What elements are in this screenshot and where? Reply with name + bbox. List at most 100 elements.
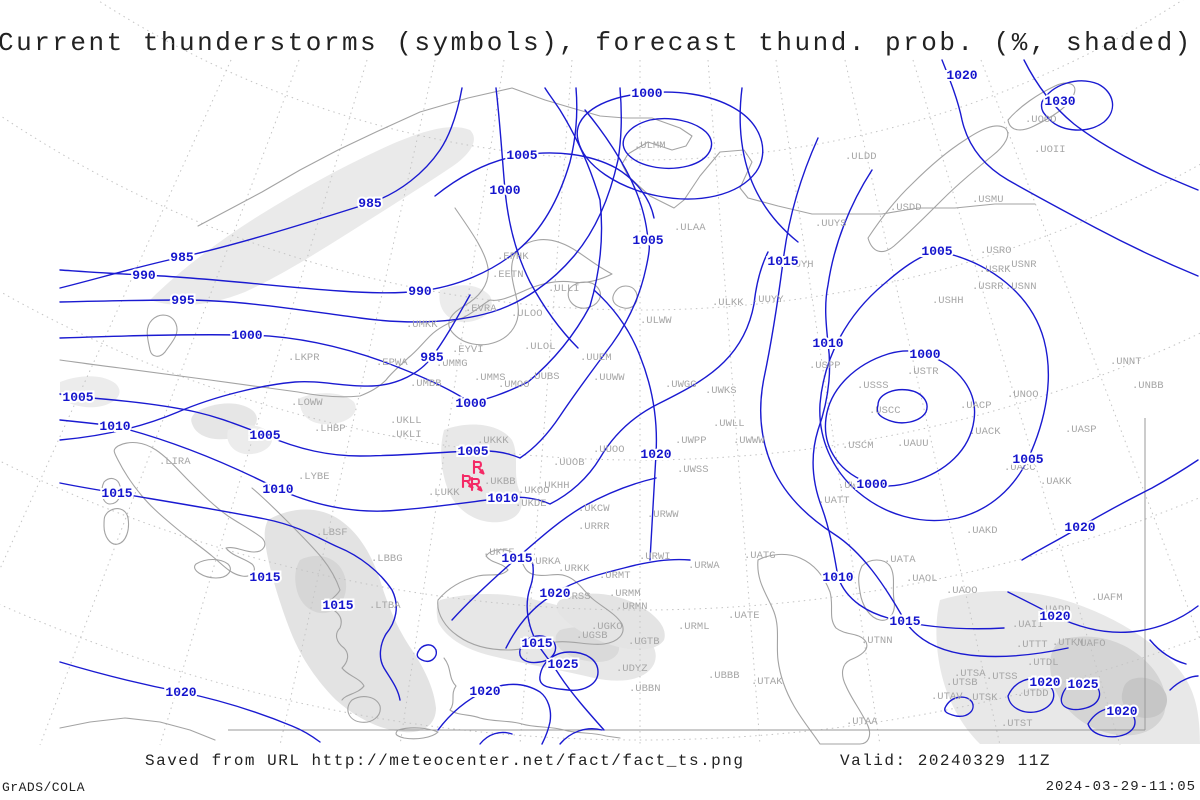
isobar-value-label: 1005 — [1012, 452, 1043, 467]
isobar-value-label: 1005 — [457, 444, 488, 459]
isobar-contour-minor — [416, 644, 437, 662]
station-label: .UACC — [1004, 462, 1036, 474]
station-label: .USTR — [907, 366, 939, 378]
station-label: .UACP — [960, 400, 992, 412]
station-label: .UKBB — [484, 476, 516, 488]
station-label: .UAFO — [1074, 638, 1106, 650]
isobar-value-label: 1000 — [856, 477, 887, 492]
station-label: .UAKK — [1040, 476, 1072, 488]
isobar-value-label: 1015 — [521, 636, 552, 651]
isobar-contour-990 — [59, 87, 578, 294]
station-label: .UOII — [1034, 144, 1066, 156]
station-label: .UTSA — [954, 668, 986, 680]
isobar-contour-1000 — [576, 91, 764, 200]
station-label: .UAUU — [897, 438, 929, 450]
isobar-contour-minor — [559, 728, 603, 745]
station-label: .UASP — [1065, 424, 1097, 436]
station-label: .UATT — [818, 495, 850, 507]
isobar-contour-1020 — [1007, 591, 1199, 634]
station-label: .UAOO — [946, 585, 978, 597]
station-label: .URSS — [559, 591, 591, 603]
isobar-value-label: 1015 — [249, 570, 280, 585]
station-label: .UKKK — [477, 435, 509, 447]
isobar-contour-1005 — [434, 152, 655, 219]
station-label: .UBBN — [629, 683, 661, 695]
station-label: .EVRA — [465, 303, 497, 315]
isobar-contour-985 — [59, 294, 471, 441]
isobar-value-label: 1020 — [1064, 520, 1095, 535]
isobar-contour-minor — [944, 696, 974, 717]
station-label: .UKLL — [390, 415, 422, 427]
station-label: .UUOB — [553, 457, 585, 469]
station-label: .UGTB — [628, 636, 660, 648]
isobar-value-label: 1000 — [631, 86, 662, 101]
isobar-value-label: 1010 — [262, 482, 293, 497]
station-label: .URMT — [599, 570, 631, 582]
isobar-value-label: 1005 — [506, 148, 537, 163]
isobar-contour-minor — [622, 117, 713, 169]
station-label: .UWKS — [705, 385, 737, 397]
isobar-contour-1025 — [539, 651, 599, 691]
isobar-contour-1015 — [519, 635, 557, 664]
station-label: .LUKK — [428, 487, 460, 499]
thunderstorm-symbols — [461, 459, 485, 492]
isobar-value-label: 990 — [132, 268, 156, 283]
station-label: .USNN — [1005, 281, 1037, 293]
station-label: .UMBB — [410, 378, 442, 390]
station-label: .URMN — [616, 601, 648, 613]
thunderstorm-symbol-icon — [461, 473, 474, 489]
station-label: .UNBB — [1132, 380, 1164, 392]
station-label: .LIRA — [159, 456, 191, 468]
isobar-value-label: 1010 — [99, 419, 130, 434]
isobar-value-label: 1000 — [455, 396, 486, 411]
station-label: .UTST — [1001, 718, 1033, 730]
station-label: .UGSB — [576, 630, 608, 642]
station-label: .UUWW — [593, 372, 625, 384]
isobar-value-label: 1015 — [501, 551, 532, 566]
station-label: .UWSS — [677, 464, 709, 476]
station-label: .ULKK — [712, 297, 744, 309]
station-label: .UNOO — [1007, 389, 1039, 401]
grads-credit: GrADS/COLA — [2, 780, 86, 795]
isobar-contour-minor — [1169, 675, 1199, 691]
station-label: .UTNN — [861, 635, 893, 647]
station-label: .USSS — [857, 380, 889, 392]
isobar-contour-1020 — [941, 59, 1199, 277]
station-label: .UTTT — [1016, 639, 1048, 651]
isobar-value-label: 1025 — [547, 657, 578, 672]
isobar-contour-1015 — [59, 482, 401, 701]
station-label: .URKK — [558, 563, 590, 575]
station-label: .UADD — [1039, 604, 1071, 616]
isobar-value-label: 1010 — [487, 491, 518, 506]
station-label: .UMMG — [436, 358, 468, 370]
isobar-contour-1020 — [1087, 706, 1136, 738]
isobar-value-label: 1000 — [231, 328, 262, 343]
isobar-value-label: 1020 — [165, 685, 196, 700]
isobar-contour-1020 — [593, 289, 658, 561]
isobar-value-label: 995 — [171, 293, 195, 308]
station-label: .UWLL — [713, 418, 745, 430]
station-label: .URWA — [688, 560, 720, 572]
station-label: .LHBP — [314, 423, 346, 435]
isobar-contours — [59, 59, 1199, 745]
station-label: .LBSF — [316, 527, 348, 539]
station-label: .UAII — [1012, 619, 1044, 631]
station-label: .UBBB — [708, 670, 740, 682]
station-label: .USDD — [890, 202, 922, 214]
station-label: .UTSK — [966, 692, 998, 704]
station-label: .LTBA — [369, 600, 401, 612]
isobar-value-label: 1020 — [1029, 675, 1060, 690]
station-label: .USHH — [932, 295, 964, 307]
isobar-value-label: 985 — [420, 350, 444, 365]
isobar-contour-1020 — [59, 661, 321, 743]
isobar-value-label: 1005 — [249, 428, 280, 443]
isobar-value-label: 1000 — [909, 347, 940, 362]
isobar-value-label: 1020 — [539, 586, 570, 601]
station-label: .UTKN — [1052, 637, 1084, 649]
isobar-contour-1020 — [1021, 459, 1199, 561]
station-label: .USRR — [972, 281, 1004, 293]
isobar-contour-1030 — [1040, 80, 1114, 131]
